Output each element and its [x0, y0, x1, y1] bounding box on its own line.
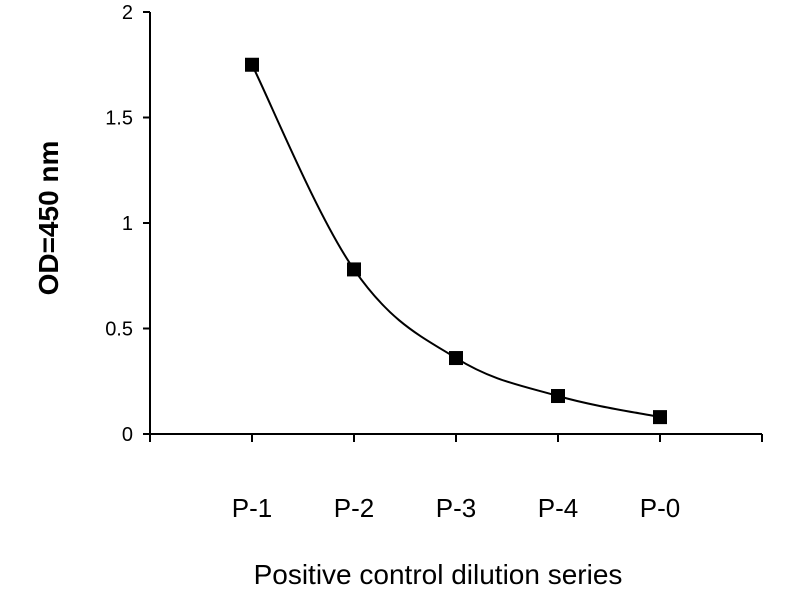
- series-layer: [245, 57, 667, 425]
- y-tick-label: 1: [122, 213, 133, 235]
- x-axis-ticks: P-1 P-2 P-3 P-4 P-0: [149, 434, 763, 523]
- y-axis-ticks: 0 0.5 1 1.5 2: [105, 2, 150, 446]
- y-tick-label: 1.5: [105, 108, 133, 130]
- y-tick-label: 0.5: [105, 319, 133, 341]
- x-tick-label: P-3: [436, 493, 476, 523]
- y-tick-label: 2: [122, 2, 133, 24]
- x-axis-title: Positive control dilution series: [254, 559, 623, 590]
- y-axis-title: OD=450 nm: [33, 141, 64, 296]
- x-tick-label: P-0: [640, 493, 680, 523]
- plot-area: 0 0.5 1 1.5 2 P-1 P-2 P-3 P-4 P-0: [105, 2, 763, 523]
- data-point-p-0: [653, 410, 667, 425]
- series-line: [251, 64, 661, 419]
- x-tick-label: P-4: [538, 493, 578, 523]
- y-tick-label: 0: [122, 424, 133, 446]
- x-tick-label: P-2: [334, 493, 374, 523]
- data-point-p-1: [245, 57, 259, 72]
- x-tick-label: P-1: [232, 493, 272, 523]
- data-point-p-4: [551, 389, 565, 404]
- data-point-p-2: [347, 262, 361, 277]
- data-point-p-3: [449, 351, 463, 366]
